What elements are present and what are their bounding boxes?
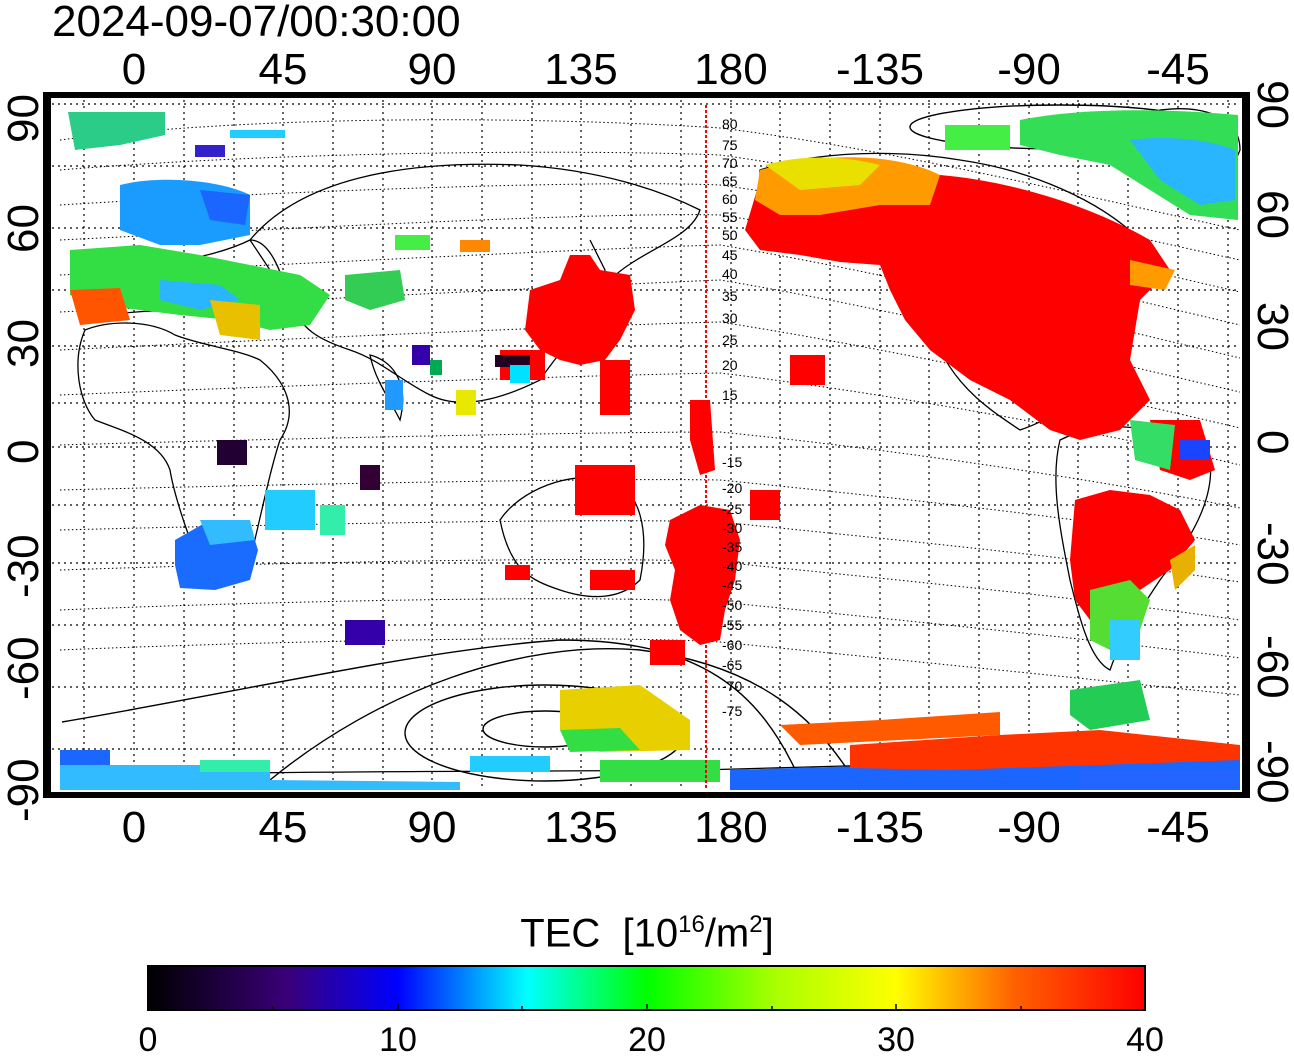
terminator-label: -35 xyxy=(722,539,742,555)
terminator-label: -60 xyxy=(722,637,742,653)
terminator-label: -20 xyxy=(722,480,742,496)
terminator-labels: 80 75 70 65 60 55 50 45 40 35 30 25 20 1… xyxy=(722,116,742,719)
colorbar-tick-label: 20 xyxy=(628,1021,666,1059)
top-lon-label: -45 xyxy=(1146,45,1210,94)
terminator-label: -50 xyxy=(722,597,742,613)
tec-region-oceania xyxy=(665,505,740,645)
terminator-label: 25 xyxy=(722,332,738,348)
colorbar-unit-exp2: 2 xyxy=(749,911,763,938)
terminator-label: 50 xyxy=(722,227,738,243)
tec-map: 80 75 70 65 60 55 50 45 40 35 30 25 20 1… xyxy=(43,92,1250,798)
top-lon-label: -90 xyxy=(997,45,1061,94)
terminator-label: 80 xyxy=(722,116,738,132)
top-lon-label: 90 xyxy=(407,45,457,94)
terminator-label: -45 xyxy=(722,577,742,593)
bottom-lon-label: 135 xyxy=(544,803,618,852)
colorbar-unit-base: [10 xyxy=(622,911,679,956)
colorbar-unit-end: ] xyxy=(762,911,774,956)
colorbar-tick-label: 40 xyxy=(1126,1021,1164,1059)
bottom-lon-label: 90 xyxy=(407,803,457,852)
terminator-label: 55 xyxy=(722,209,738,225)
colorbar xyxy=(147,965,1146,1011)
terminator-label: 40 xyxy=(722,266,738,282)
bottom-lon-label: 0 xyxy=(121,803,147,852)
bottom-lon-label: -135 xyxy=(835,803,925,852)
terminator-label: -25 xyxy=(722,501,742,517)
terminator-label: -75 xyxy=(722,703,742,719)
map-right-bar xyxy=(1242,92,1250,798)
colorbar-ticks xyxy=(272,1004,1022,1010)
top-lon-label: 0 xyxy=(121,45,147,94)
terminator-label: 20 xyxy=(722,357,738,373)
colorbar-tick-label: 0 xyxy=(138,1021,158,1059)
terminator-label: -30 xyxy=(722,520,742,536)
terminator-label: 35 xyxy=(722,288,738,304)
terminator-label: 30 xyxy=(722,310,738,326)
colorbar-unit-mid: /m xyxy=(704,911,750,956)
terminator-label: 70 xyxy=(722,155,738,171)
bottom-lon-label: 180 xyxy=(694,803,768,852)
terminator-label: -40 xyxy=(722,558,742,574)
tec-region-east-asia xyxy=(525,255,635,365)
colorbar-title: TEC [1016/m2] xyxy=(0,900,1294,958)
colorbar-tick-label: 10 xyxy=(379,1021,417,1059)
terminator-label: 75 xyxy=(722,137,738,153)
terminator-label: -55 xyxy=(722,617,742,633)
terminator-label: 65 xyxy=(722,173,738,189)
top-lon-label: 135 xyxy=(544,45,618,94)
terminator-label: -15 xyxy=(722,454,742,470)
map-bottom-bar xyxy=(47,792,1246,798)
map-timestamp: 2024-09-07/00:30:00 xyxy=(52,0,461,46)
top-lon-label: -135 xyxy=(835,45,925,94)
tec-patches xyxy=(60,110,1240,790)
map-left-bar xyxy=(43,92,51,798)
top-lon-label: 180 xyxy=(694,45,768,94)
terminator-label: 60 xyxy=(722,191,738,207)
terminator-label: -65 xyxy=(722,657,742,673)
map-top-bar xyxy=(47,92,1246,98)
tec-region-north-america xyxy=(745,169,1170,440)
terminator-label: -70 xyxy=(722,678,742,694)
terminator-label: 15 xyxy=(722,387,738,403)
bottom-lon-label: -45 xyxy=(1146,803,1210,852)
colorbar-unit-exp: 16 xyxy=(678,911,705,938)
bottom-lon-label: -90 xyxy=(997,803,1061,852)
colorbar-title-text: TEC xyxy=(520,911,601,956)
colorbar-gradient xyxy=(147,965,1146,1011)
bottom-lon-label: 45 xyxy=(258,803,308,852)
colorbar-tick-label: 30 xyxy=(877,1021,915,1059)
terminator-label: 45 xyxy=(722,247,738,263)
tec-patch-arctic-europe xyxy=(68,112,165,150)
top-lon-label: 45 xyxy=(258,45,308,94)
